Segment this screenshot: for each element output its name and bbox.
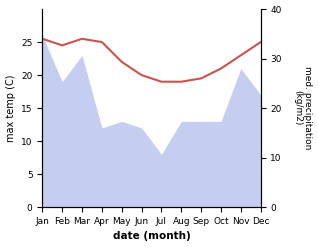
X-axis label: date (month): date (month) — [113, 231, 190, 242]
Y-axis label: med. precipitation
(kg/m2): med. precipitation (kg/m2) — [293, 66, 313, 150]
Y-axis label: max temp (C): max temp (C) — [5, 74, 16, 142]
